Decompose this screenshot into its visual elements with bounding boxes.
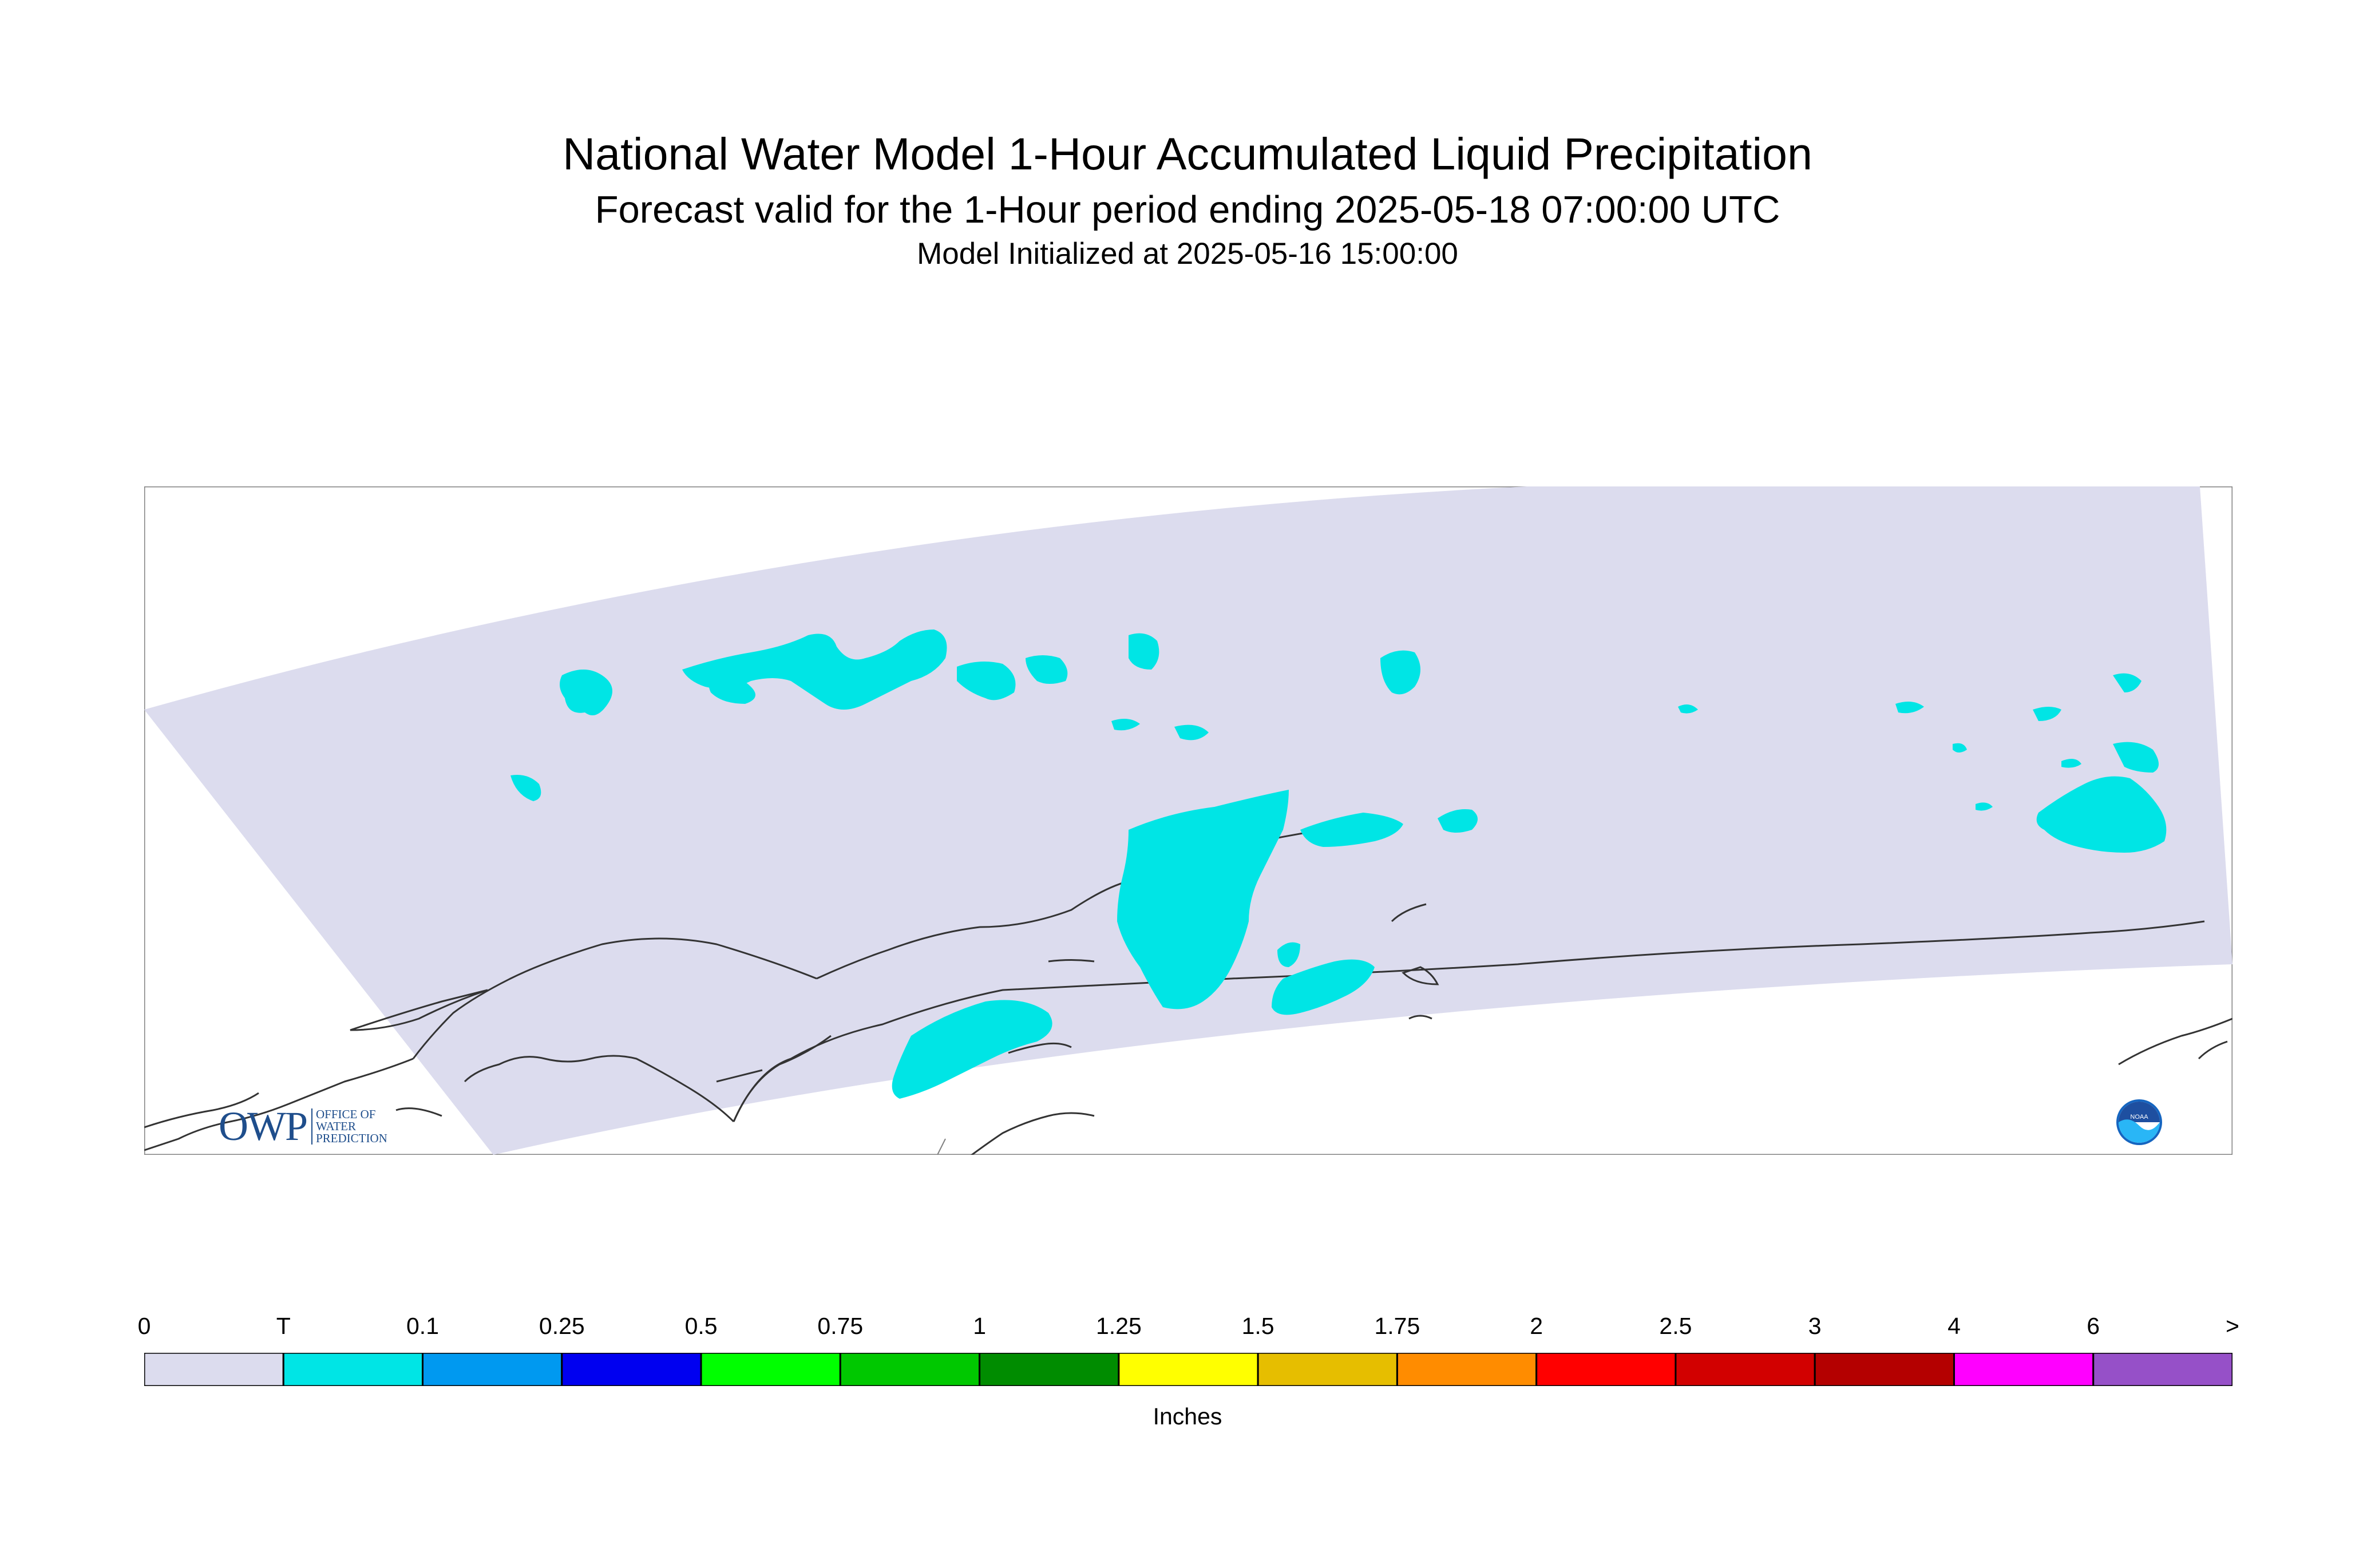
legend-swatch [1118,1353,1259,1386]
legend-units-label: Inches [1153,1403,1222,1430]
legend-swatch [2092,1353,2232,1386]
precipitation-map [144,486,2232,1155]
owp-logo-line3: PREDICTION [316,1131,387,1145]
legend-tick-label: 0 [137,1313,151,1339]
legend-tick-label: 1 [973,1313,986,1339]
noaa-logo-icon: NOAA [2116,1099,2162,1145]
border-line [936,1138,946,1155]
legend-tick-label: T [276,1313,291,1339]
owp-logo-subtext: OFFICE OF WATER PREDICTION [311,1108,387,1145]
forecast-valid-subtitle: Forecast valid for the 1-Hour period end… [595,188,1780,231]
legend-tick-label: 0.25 [539,1313,585,1339]
legend-swatch [1675,1353,1816,1386]
legend-swatch [1257,1353,1398,1386]
chart-title: National Water Model 1-Hour Accumulated … [563,128,1812,179]
legend-tick-label: 0.1 [406,1313,439,1339]
legend-swatch [1535,1353,1677,1386]
legend-tick-label: 2 [1530,1313,1543,1339]
noaa-logo-text: NOAA [2130,1114,2148,1120]
legend-swatch [1396,1353,1538,1386]
model-init-text: Model Initialized at 2025-05-16 15:00:00 [917,237,1458,271]
legend-swatch [561,1353,702,1386]
legend-swatch [144,1353,284,1386]
legend-tick-label: 1.75 [1374,1313,1420,1339]
legend-swatch [700,1353,841,1386]
precipitation-areas [510,629,2167,1099]
legend-tick-label: 3 [1808,1313,1822,1339]
legend-tick-label: 1.25 [1095,1313,1142,1339]
legend-tick-label: > [2226,1313,2239,1339]
legend-swatch [839,1353,981,1386]
owp-logo: OWP OFFICE OF WATER PREDICTION [219,1103,387,1149]
legend-swatch [422,1353,563,1386]
owp-logo-line1: OFFICE OF [316,1107,376,1121]
legend-tick-label: 2.5 [1659,1313,1692,1339]
legend-tick-label: 4 [1948,1313,1961,1339]
legend-swatch [1953,1353,2095,1386]
legend-tick-label: 0.75 [817,1313,864,1339]
owp-logo-text: OWP [219,1103,308,1149]
legend-swatch [1814,1353,1955,1386]
legend-swatch [282,1353,424,1386]
legend-colorbar [144,1353,2232,1386]
legend-tick-label: 1.5 [1241,1313,1274,1339]
legend-swatch [979,1353,1120,1386]
owp-logo-line2: WATER [316,1119,356,1133]
legend-tick-label: 6 [2087,1313,2100,1339]
legend-tick-label: 0.5 [684,1313,718,1339]
